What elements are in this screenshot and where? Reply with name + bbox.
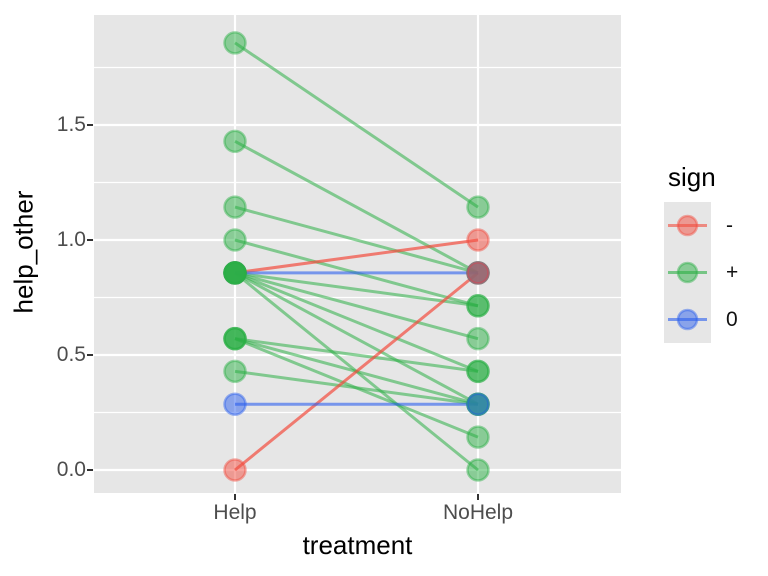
pair-line <box>234 271 479 308</box>
data-point <box>223 392 247 416</box>
x-tick-mark <box>234 494 236 500</box>
pair-line <box>234 271 479 341</box>
plot-panel <box>94 15 621 493</box>
data-point <box>223 228 247 252</box>
data-point <box>466 228 490 252</box>
data-point <box>223 326 247 351</box>
plot-area <box>94 15 621 493</box>
pair-line <box>234 41 479 209</box>
legend-entry-plus: + <box>664 249 738 296</box>
legend-key-minus-icon <box>664 202 711 249</box>
data-point <box>466 425 490 449</box>
y-tick-mark <box>87 239 93 241</box>
legend-glyph <box>668 214 707 237</box>
x-tick-label: Help <box>213 501 257 524</box>
data-point <box>466 458 490 482</box>
pair-line <box>234 369 479 406</box>
legend-entry-zero: 0 <box>664 296 738 343</box>
legend-label: + <box>726 260 739 284</box>
pair-line <box>234 271 479 406</box>
pair-line <box>234 271 479 472</box>
data-point <box>466 326 490 351</box>
pair-line <box>234 271 479 373</box>
data-point <box>223 31 247 55</box>
data-point <box>223 458 247 482</box>
y-tick-mark <box>87 469 93 471</box>
y-tick-mark <box>87 354 93 356</box>
data-point <box>223 359 247 384</box>
y-tick-label: 0.5 <box>56 343 86 366</box>
data-point <box>466 294 490 318</box>
pair-line <box>234 140 479 275</box>
data-point <box>223 195 247 219</box>
legend-glyph <box>668 308 707 331</box>
data-point <box>466 359 490 384</box>
x-axis-title: treatment <box>302 530 413 560</box>
x-tick-mark <box>477 494 479 500</box>
y-tick-label: 0.0 <box>56 458 86 481</box>
pair-line <box>234 337 479 373</box>
data-point <box>466 261 490 285</box>
legend-key-plus-icon <box>664 249 711 296</box>
data-point <box>223 261 247 285</box>
legend-glyph <box>668 261 707 284</box>
legend-label: - <box>726 213 733 237</box>
legend: sign - + 0 <box>664 162 738 343</box>
data-point <box>466 195 490 219</box>
data-point <box>223 129 247 154</box>
y-tick-label: 1.0 <box>56 228 86 251</box>
legend-entry-minus: - <box>664 202 738 249</box>
pair-line <box>234 238 479 275</box>
x-tick-label: NoHelp <box>442 501 514 524</box>
legend-title: sign <box>668 162 716 192</box>
pair-line <box>234 205 479 275</box>
legend-key-zero-icon <box>664 296 711 343</box>
data-point <box>466 392 490 416</box>
y-tick-mark <box>87 124 93 126</box>
legend-label: 0 <box>726 307 738 331</box>
y-tick-label: 1.5 <box>56 113 86 136</box>
